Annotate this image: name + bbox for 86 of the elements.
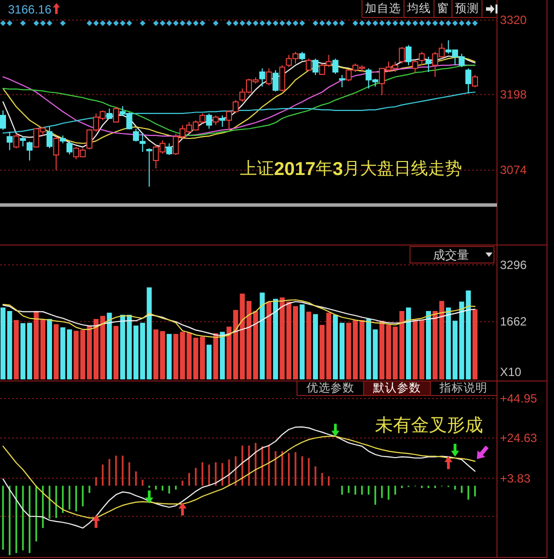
candlestick (106, 108, 112, 120)
candlestick (46, 126, 53, 149)
annotation: 预测 (455, 2, 479, 15)
bar (412, 320, 418, 380)
candlestick (13, 133, 20, 149)
y-axis-title: X10 (500, 365, 522, 379)
candlestick (132, 128, 139, 142)
bar (266, 302, 272, 380)
bar (213, 333, 218, 380)
candlestick (306, 58, 312, 72)
chart-title: 成交量 (433, 248, 469, 262)
bar (14, 320, 19, 380)
bar (426, 310, 431, 380)
y-tick-label: 3074 (500, 163, 528, 178)
bar (220, 332, 225, 380)
bar (466, 290, 471, 380)
candlestick (140, 133, 146, 152)
bar (346, 322, 352, 380)
bar (406, 308, 412, 380)
candlestick (6, 131, 13, 151)
y-tick-label: 3198 (500, 88, 528, 102)
candlestick (206, 112, 212, 130)
bar (472, 309, 478, 380)
candlestick (66, 140, 72, 155)
y-tick-label: 3296 (500, 258, 528, 272)
candlestick (398, 46, 405, 64)
candlestick (266, 68, 272, 86)
bar (306, 312, 312, 380)
text: 上证2017年3月大盘日线走势 (240, 158, 462, 178)
bar (106, 312, 112, 380)
candlestick (259, 68, 266, 88)
candlestick (26, 141, 33, 161)
candlestick (279, 64, 286, 92)
candlestick (312, 58, 318, 76)
annotation: 加自选 (365, 2, 401, 15)
bar (114, 326, 118, 380)
candlestick (299, 51, 306, 61)
bar (419, 320, 424, 380)
bar (206, 344, 212, 380)
bar (34, 310, 39, 380)
bar (40, 318, 46, 380)
candlestick (406, 44, 412, 66)
bar (300, 304, 305, 380)
y-tick-label: +24.63 (500, 430, 538, 445)
annotation: 3166.16 (8, 2, 52, 16)
candlestick (146, 148, 152, 188)
candlestick (272, 70, 279, 92)
annotation: 默认参数 (372, 382, 421, 394)
bar (54, 324, 59, 380)
y-tick-label: +3.83 (500, 471, 531, 486)
y-tick-label: 3320 (500, 13, 528, 28)
candlestick (0, 110, 6, 130)
bar (399, 310, 404, 380)
bar (432, 310, 438, 380)
candlestick (332, 58, 338, 74)
annotation: 未有金叉形成 (375, 415, 483, 435)
bar (312, 314, 318, 380)
candlestick (465, 68, 472, 94)
candlestick (166, 142, 172, 156)
candlestick (53, 136, 60, 171)
candlestick (219, 114, 226, 128)
bar (273, 298, 278, 380)
candlestick (472, 74, 478, 88)
candlestick (418, 51, 425, 66)
bar (366, 318, 372, 380)
annotation: 均线 (406, 2, 431, 15)
annotation: 指标说明 (438, 382, 488, 394)
bar (260, 292, 265, 380)
candlestick (339, 74, 346, 88)
bar (166, 334, 172, 380)
candlestick (212, 114, 219, 126)
y-tick-label: 1662 (500, 314, 528, 329)
candlestick (113, 106, 119, 124)
bar (74, 330, 79, 380)
line-series (2, 92, 476, 134)
bar (47, 318, 52, 380)
candlestick (20, 136, 26, 147)
bar (280, 297, 285, 380)
annotation: 窗 (437, 1, 449, 15)
bar (372, 329, 378, 380)
y-tick-label: +44.95 (500, 392, 538, 406)
candlestick (412, 60, 418, 74)
candlestick (425, 56, 432, 72)
annotation: 优选参数 (306, 382, 354, 394)
candlestick (60, 134, 66, 144)
bar (120, 314, 126, 380)
